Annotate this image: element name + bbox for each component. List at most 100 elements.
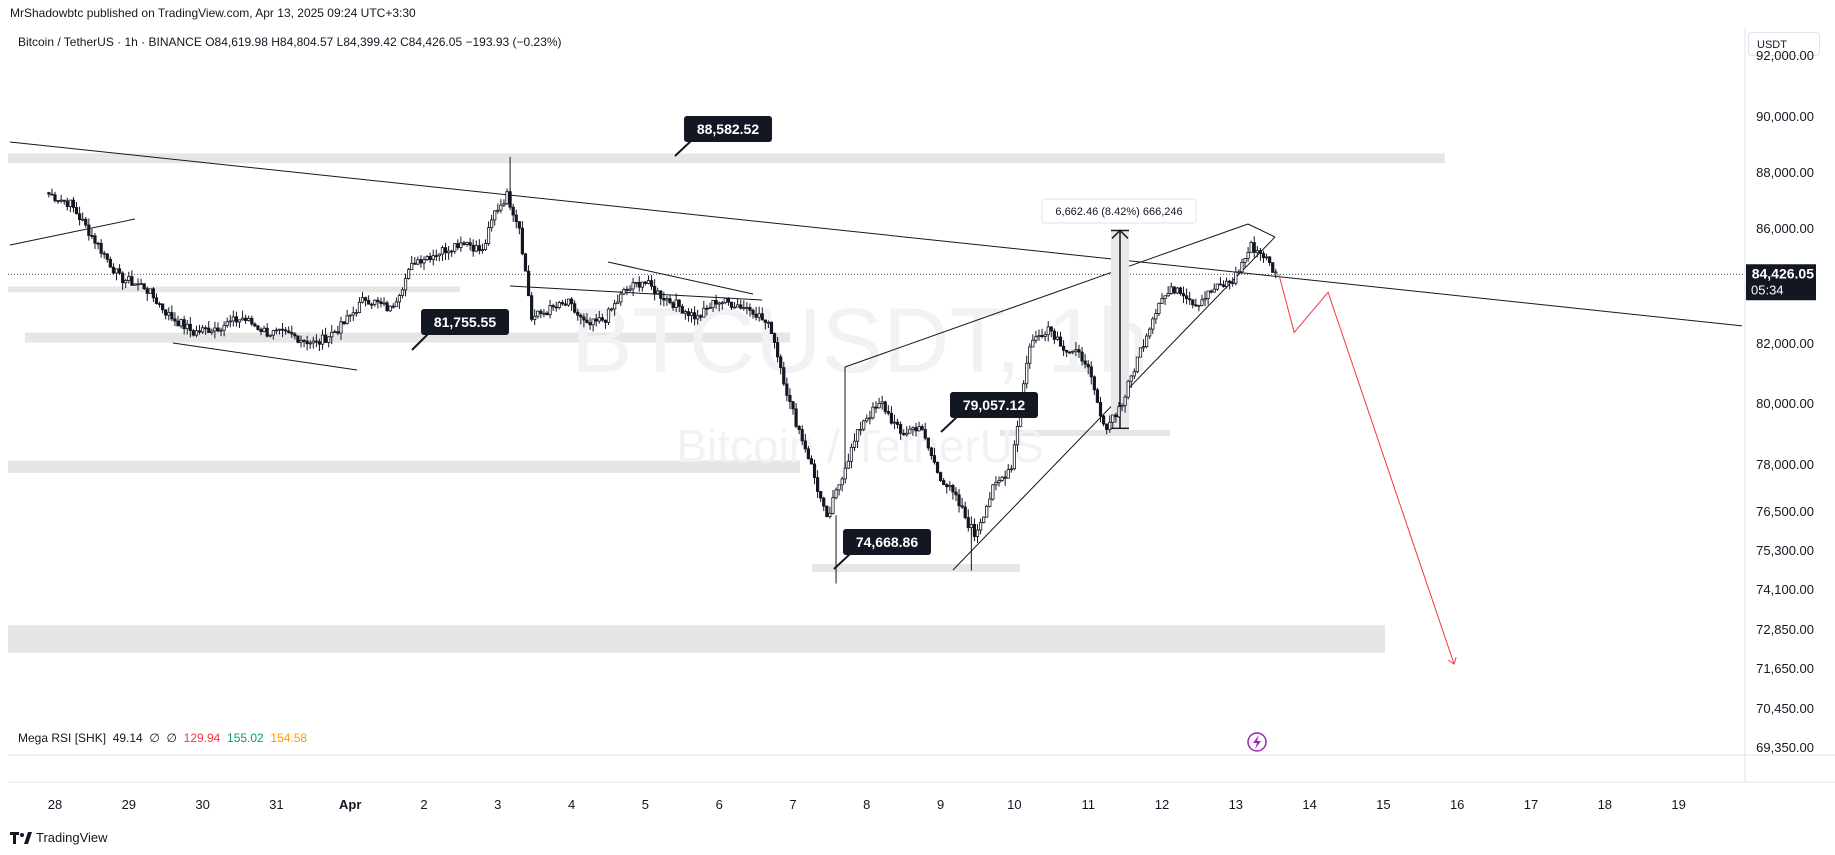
time-tick-label: 12 <box>1155 797 1169 812</box>
candle-body <box>237 319 242 323</box>
candle-body <box>373 299 377 305</box>
trend-line <box>172 342 358 371</box>
indicator-value-5: 155.02 <box>227 731 264 745</box>
candle-body <box>265 327 269 337</box>
candle-body <box>1264 256 1269 259</box>
candle-body <box>877 403 881 409</box>
symbol-title[interactable]: Bitcoin / TetherUS · 1h · BINANCE <box>18 35 202 49</box>
chart-annotations[interactable]: 88,582.52 81,755.55 79,057.12 74,668.86 6,66… <box>411 116 1816 752</box>
candle-body <box>585 319 589 323</box>
candle-body <box>1052 330 1056 340</box>
candle-body <box>400 289 405 296</box>
indicator-name: Mega RSI [SHK] <box>18 731 107 745</box>
candle-body <box>1206 290 1210 299</box>
candle-body <box>1046 326 1050 336</box>
candle-body <box>508 191 512 208</box>
candle-body <box>1055 336 1060 340</box>
candle-body <box>271 330 275 336</box>
candle-body <box>754 313 758 318</box>
candle-body <box>68 199 72 207</box>
candle-body <box>96 242 100 245</box>
time-tick-label: 3 <box>494 797 501 812</box>
price-tick-label: 82,000.00 <box>1756 336 1814 351</box>
candle-body <box>345 315 349 324</box>
candle-body <box>729 301 734 308</box>
candle-body <box>1126 380 1130 398</box>
trendline-drawings[interactable] <box>8 141 1745 665</box>
price-label-pointer <box>833 552 852 570</box>
candle-body <box>253 323 257 327</box>
candle-body <box>191 330 195 336</box>
candle-body <box>514 214 518 222</box>
watermark-name: Bitcoin / TetherUS <box>676 420 1043 472</box>
price-label-pointer <box>940 415 959 433</box>
candle-body <box>284 329 288 332</box>
candle-body <box>975 529 980 537</box>
candle-body <box>523 253 528 272</box>
measure-info-text: 6,662.46 (8.42%) 666,246 <box>1055 206 1182 218</box>
candle-body <box>1160 298 1164 304</box>
candle-body <box>1111 414 1115 423</box>
footer-brand-text: TradingView <box>36 830 108 845</box>
candle-body <box>1025 362 1029 385</box>
candle-body <box>182 319 186 330</box>
chart-watermark: BTCUSDT, 1h Bitcoin / TetherUS <box>571 290 1149 472</box>
candle-body <box>342 321 346 324</box>
price-tick-label: 86,000.00 <box>1756 221 1814 236</box>
candle-body <box>649 280 654 287</box>
candle-body <box>1203 298 1207 301</box>
candle-body <box>892 421 897 424</box>
candle-body <box>262 327 266 332</box>
candle-body <box>1098 401 1103 417</box>
candle-body <box>1240 261 1244 273</box>
currency-button[interactable]: USDT <box>1748 32 1820 56</box>
candle-body <box>803 440 807 450</box>
candle-body <box>167 312 171 316</box>
candle-body <box>124 280 128 284</box>
candle-body <box>256 325 260 330</box>
candle-body <box>428 256 432 261</box>
candle-body <box>1163 295 1167 299</box>
candle-body <box>1062 345 1066 351</box>
price-axis[interactable]: 92,000.00 90,000.00 88,000.00 86,000.00 82,0… <box>1756 48 1814 755</box>
candle-body <box>1221 284 1226 287</box>
candle-body <box>1249 242 1253 253</box>
candle-body <box>600 317 604 321</box>
candle-body <box>157 303 162 305</box>
candle-body <box>603 319 608 323</box>
candle-body <box>686 311 691 316</box>
candle-body <box>1231 282 1235 284</box>
trend-line <box>607 261 754 295</box>
candle-body <box>785 383 789 396</box>
candle-body <box>536 310 540 317</box>
candle-body <box>696 315 700 320</box>
candle-body <box>871 406 875 419</box>
candle-body <box>1028 346 1032 364</box>
candle-body <box>471 244 475 252</box>
candle-body <box>1274 271 1278 274</box>
candle-body <box>926 437 930 449</box>
indicator-legend[interactable]: Mega RSI [SHK] 49.14 ∅ ∅ 129.94 155.02 1… <box>18 731 307 745</box>
price-label-text: 79,057.12 <box>963 397 1025 413</box>
time-axis[interactable]: 28 29 30 31 Apr 2 3 4 5 6 7 8 9 10 11 12 13 14 15 16 17 18 19 <box>48 797 1686 812</box>
time-tick-label: 16 <box>1450 797 1464 812</box>
candle-series <box>47 156 1278 584</box>
candle-body <box>1000 476 1004 481</box>
candle-body <box>78 213 82 220</box>
candle-body <box>388 305 392 312</box>
candle-body <box>465 242 469 245</box>
candle-body <box>176 320 180 327</box>
time-tick-label: 6 <box>716 797 723 812</box>
candle-body <box>1237 271 1241 274</box>
candle-body <box>720 302 724 305</box>
candle-body <box>631 282 635 290</box>
candle-body <box>136 283 140 286</box>
candle-body <box>474 245 478 252</box>
candle-body <box>1108 421 1112 430</box>
candle-body <box>702 307 706 318</box>
candle-body <box>969 523 973 528</box>
candle-body <box>689 312 694 316</box>
footer-brand[interactable]: TradingView <box>10 830 108 845</box>
candle-body <box>1086 363 1090 368</box>
